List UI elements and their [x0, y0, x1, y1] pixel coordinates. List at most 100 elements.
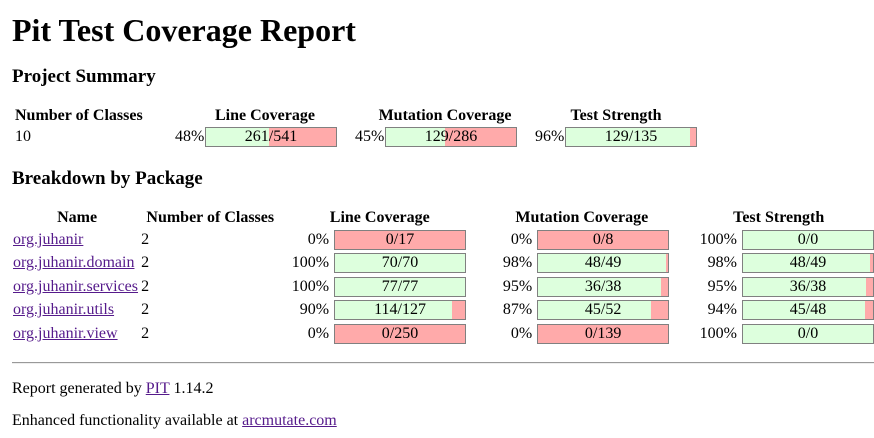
table-row: org.juhanir 2 0% 0/17 0% 0/8 100% 0/0 [13, 228, 874, 252]
bar-label: 129/135 [604, 128, 658, 145]
bar-label: 261/541 [244, 128, 298, 145]
package-mutation-pct: 87% [502, 301, 533, 319]
package-mutation-bar: 36/38 [537, 276, 670, 297]
col-line-coverage: Line Coverage [329, 209, 430, 226]
bar-covered-fill [566, 128, 691, 146]
bar-covered-fill [335, 301, 452, 320]
summary-mutation-pct: 45% [355, 128, 385, 145]
bar-covered-fill [743, 324, 873, 343]
summary-number-of-classes: 10 [15, 128, 31, 145]
package-mutation-bar: 0/139 [537, 323, 670, 344]
package-class-count: 2 [141, 230, 150, 248]
col-number-of-classes: Number of Classes [146, 209, 275, 226]
summary-line-bar: 261/541 [205, 127, 337, 147]
package-link[interactable]: org.juhanir.domain [13, 254, 135, 272]
table-row: org.juhanir.domain 2 100% 70/70 98% 48/49 98% 4… [13, 252, 874, 276]
bar-covered-fill [335, 277, 466, 296]
summary-line-pct: 48% [175, 128, 205, 145]
col-number-of-classes: Number of Classes [15, 107, 143, 124]
package-class-count: 2 [141, 324, 150, 342]
col-test-strength: Test Strength [570, 107, 662, 124]
bar-covered-fill [538, 301, 651, 320]
package-mutation-pct: 0% [510, 324, 533, 342]
bar-label: 0/250 [381, 324, 419, 342]
breakdown-heading: Breakdown by Package [12, 168, 203, 189]
package-strength-pct: 100% [699, 230, 737, 248]
pit-version: 1.14.2 [169, 380, 214, 397]
package-strength-bar: 36/38 [742, 276, 874, 297]
package-line-pct: 100% [291, 254, 330, 272]
package-class-count: 2 [141, 254, 150, 272]
summary-mutation-bar: 129/286 [385, 127, 517, 147]
bar-label: 0/0 [797, 324, 819, 342]
package-mutation-bar: 48/49 [537, 253, 670, 274]
table-row: org.juhanir.utils 2 90% 114/127 87% 45/52 94% 4… [13, 299, 874, 323]
package-strength-pct: 94% [707, 301, 737, 319]
bar-label: 36/38 [789, 277, 827, 295]
package-mutation-pct: 0% [510, 230, 533, 248]
bar-label: 0/139 [584, 324, 622, 342]
bar-label: 36/38 [584, 277, 622, 295]
package-strength-bar: 45/48 [742, 300, 874, 321]
package-line-bar: 0/17 [334, 229, 467, 250]
project-summary-heading: Project Summary [12, 66, 156, 87]
col-mutation-coverage: Mutation Coverage [515, 209, 649, 226]
package-breakdown-table: Name Number of Classes Line Coverage Mut… [13, 208, 874, 346]
summary-strength-pct: 96% [535, 128, 565, 145]
package-line-bar: 77/77 [334, 276, 467, 297]
package-strength-pct: 98% [707, 254, 737, 272]
package-link[interactable]: org.juhanir.view [13, 324, 118, 342]
pit-link[interactable]: PIT [145, 380, 170, 397]
package-line-bar: 70/70 [334, 253, 467, 274]
package-line-bar: 114/127 [334, 300, 467, 321]
bar-label: 70/70 [381, 254, 419, 272]
package-mutation-bar: 0/8 [537, 229, 670, 250]
bar-label: 0/17 [385, 230, 415, 248]
table-row: org.juhanir.view 2 0% 0/250 0% 0/139 100% 0/0 [13, 322, 874, 346]
package-mutation-bar: 45/52 [537, 300, 670, 321]
bar-label: 45/52 [584, 301, 622, 319]
footer-divider [12, 362, 874, 364]
bar-covered-fill [743, 301, 865, 320]
col-line-coverage: Line Coverage [215, 107, 315, 124]
package-link[interactable]: org.juhanir.utils [13, 301, 115, 319]
bar-covered-fill [538, 254, 666, 273]
bar-label: 77/77 [381, 277, 419, 295]
package-class-count: 2 [141, 301, 150, 319]
generated-prefix: Report generated by [12, 380, 146, 397]
bar-label: 48/49 [584, 254, 622, 272]
package-line-pct: 0% [307, 324, 330, 342]
package-strength-bar: 0/0 [742, 323, 874, 344]
package-link[interactable]: org.juhanir.services [13, 277, 139, 295]
col-test-strength: Test Strength [733, 209, 825, 226]
package-strength-pct: 100% [699, 324, 737, 342]
col-name: Name [57, 209, 98, 226]
package-line-pct: 100% [291, 277, 330, 295]
bar-label: 0/0 [797, 230, 819, 248]
bar-covered-fill [386, 128, 445, 146]
bar-covered-fill [335, 254, 466, 273]
bar-label: 0/8 [592, 230, 614, 248]
package-link[interactable]: org.juhanir [13, 230, 84, 248]
enhanced-functionality-line: Enhanced functionality available at arcm… [12, 412, 337, 430]
summary-row: 10 48% 261/541 45% 129/286 96% [15, 126, 697, 148]
bar-covered-fill [743, 230, 873, 249]
package-line-bar: 0/250 [334, 323, 467, 344]
arcmutate-link[interactable]: arcmutate.com [242, 412, 337, 429]
bar-covered-fill [206, 128, 269, 146]
bar-label: 45/48 [789, 301, 827, 319]
package-class-count: 2 [141, 277, 150, 295]
bar-label: 114/127 [374, 301, 426, 319]
table-row: org.juhanir.services 2 100% 77/77 95% 36/38 95… [13, 275, 874, 299]
enhanced-prefix: Enhanced functionality available at [12, 412, 243, 429]
package-line-pct: 0% [307, 230, 330, 248]
package-line-pct: 90% [299, 301, 330, 319]
col-mutation-coverage: Mutation Coverage [378, 107, 512, 124]
package-strength-bar: 0/0 [742, 229, 874, 250]
bar-covered-fill [538, 277, 662, 296]
package-mutation-pct: 95% [502, 277, 533, 295]
bar-label: 48/49 [789, 254, 827, 272]
summary-strength-bar: 129/135 [565, 127, 697, 147]
package-strength-bar: 48/49 [742, 253, 874, 274]
page-title: Pit Test Coverage Report [12, 12, 356, 48]
